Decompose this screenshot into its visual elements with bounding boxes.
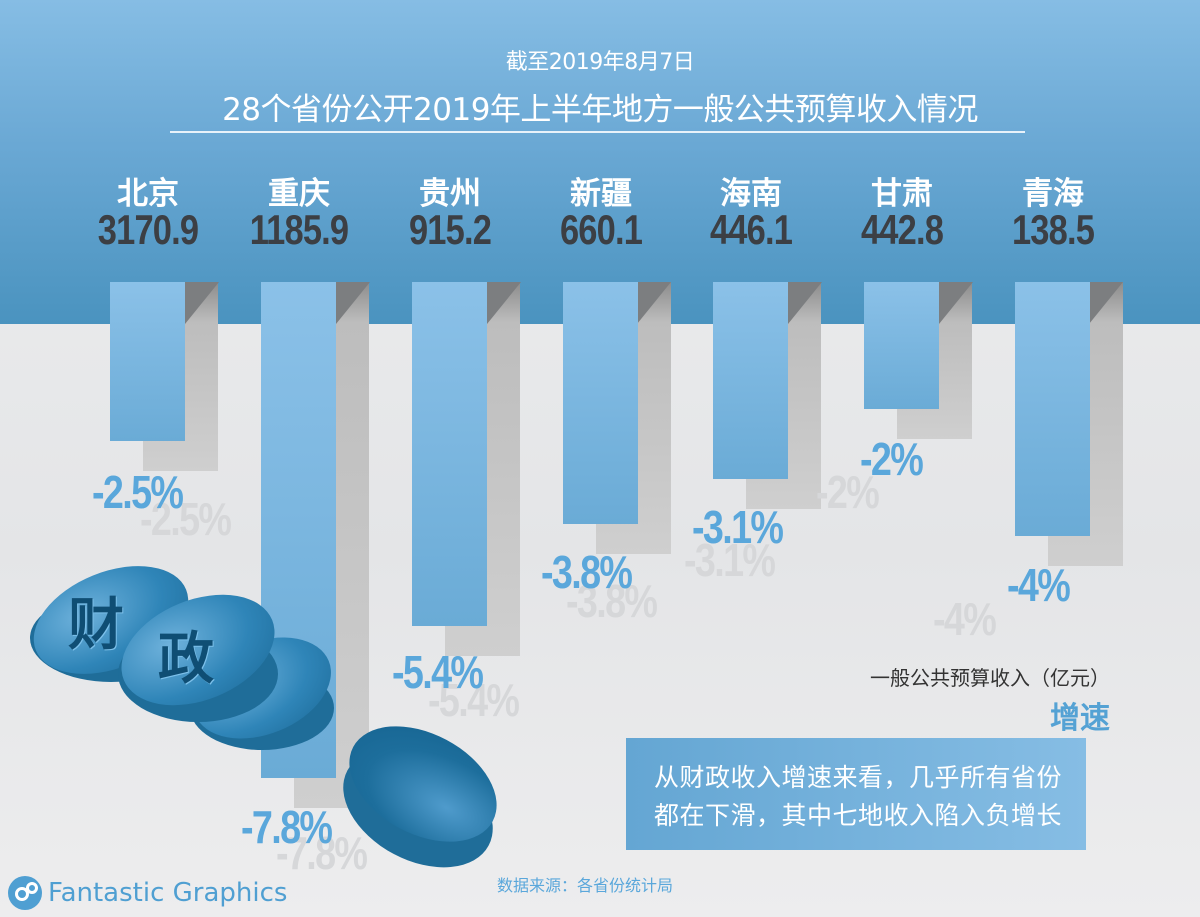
growth-label-shadow: -4% — [933, 593, 997, 645]
coin-illustration-2: 政 — [105, 573, 291, 730]
growth-label-qinghai: -4% — [1007, 559, 1071, 611]
growth-label-hainan: -3.1% — [692, 501, 784, 553]
growth-label-shadow: -3.8% — [566, 575, 658, 627]
gears-icon — [8, 876, 42, 910]
revenue-value: 3170.9 — [97, 206, 199, 253]
coin-char-zheng: 政 — [158, 627, 214, 692]
growth-label-shadow: -3.1% — [684, 534, 776, 586]
growth-bar-guizhou — [412, 282, 487, 626]
revenue-value: 442.8 — [860, 206, 944, 253]
province-label: 新疆 — [570, 176, 632, 212]
growth-bar-gansu — [864, 282, 939, 409]
growth-label-xinjiang: -3.8% — [541, 546, 633, 598]
province-label: 青海 — [1022, 176, 1084, 212]
growth-label-guizhou: -5.4% — [392, 646, 484, 698]
growth-label-shadow: -2.5% — [140, 493, 232, 545]
province-label: 海南 — [720, 176, 782, 212]
growth-label-gansu: -2% — [860, 433, 924, 485]
coin-char-cai: 财 — [68, 593, 124, 658]
growth-bar-hainan — [713, 282, 788, 479]
revenue-value: 138.5 — [1011, 206, 1095, 253]
growth-label-beijing: -2.5% — [92, 466, 184, 518]
bar-fold — [487, 282, 521, 324]
data-source: 数据来源：各省份统计局 — [497, 876, 674, 895]
brand-logo: Fantastic Graphics — [8, 876, 287, 910]
summary-note-box: 从财政收入增速来看，几乎所有省份 都在下滑，其中七地收入陷入负增长 — [626, 738, 1086, 850]
header-band: 截至2019年8月7日 28个省份公开2019年上半年地方一般公共预算收入情况 … — [0, 0, 1200, 324]
bar-fold — [1089, 282, 1123, 324]
growth-bar-beijing — [110, 282, 185, 441]
title-divider — [170, 131, 1025, 133]
province-label: 甘肃 — [871, 176, 933, 212]
growth-bar-xinjiang — [563, 282, 638, 524]
province-label: 重庆 — [268, 176, 330, 212]
bar-fold — [185, 282, 219, 324]
legend-growth-label: 增速 — [1050, 701, 1110, 736]
growth-bar-qinghai — [1015, 282, 1090, 536]
growth-label-shadow: -5.4% — [428, 674, 520, 726]
summary-note-line-2: 都在下滑，其中七地收入陷入负增长 — [654, 801, 1063, 830]
growth-label-shadow: -7.8% — [276, 827, 368, 879]
coin-illustration-4 — [322, 702, 517, 892]
province-label: 北京 — [117, 176, 179, 212]
bar-fold — [788, 282, 822, 324]
growth-label-shadow: -2% — [816, 466, 880, 518]
province-label: 贵州 — [419, 176, 481, 212]
growth-label-chongqing: -7.8% — [241, 801, 333, 853]
chart-subtitle: 截至2019年8月7日 — [505, 50, 695, 75]
revenue-value: 446.1 — [709, 206, 793, 253]
revenue-value: 660.1 — [559, 206, 643, 253]
bar-fold — [336, 282, 370, 324]
revenue-value: 915.2 — [408, 206, 492, 253]
summary-note-line-1: 从财政收入增速来看，几乎所有省份 — [654, 763, 1063, 792]
chart-title: 28个省份公开2019年上半年地方一般公共预算收入情况 — [222, 92, 978, 128]
legend-revenue-label: 一般公共预算收入（亿元） — [870, 666, 1110, 690]
revenue-value: 1185.9 — [249, 206, 349, 253]
brand-name: Fantastic Graphics — [48, 878, 288, 908]
bar-fold — [637, 282, 671, 324]
bar-fold — [939, 282, 973, 324]
